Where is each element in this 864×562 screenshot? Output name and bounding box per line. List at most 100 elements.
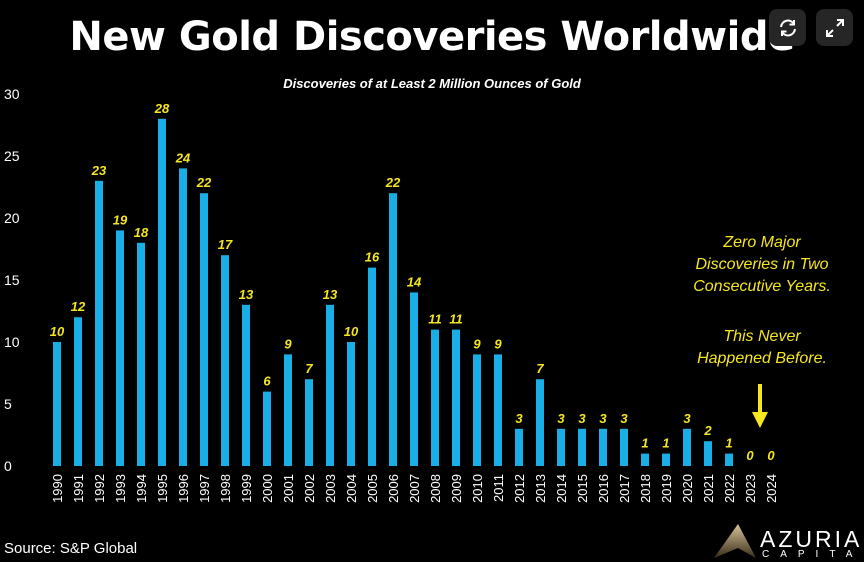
x-tick-label: 1998 xyxy=(218,474,233,503)
bar-2019 xyxy=(662,453,670,466)
data-label: 16 xyxy=(365,250,380,265)
data-label: 13 xyxy=(323,287,338,302)
bar-2010 xyxy=(473,354,481,466)
y-tick-label: 30 xyxy=(4,86,20,102)
data-label: 3 xyxy=(683,411,691,426)
x-tick-label: 2000 xyxy=(260,474,275,503)
data-label: 14 xyxy=(407,274,422,289)
x-tick-label: 2001 xyxy=(281,474,296,503)
x-tick-label: 2019 xyxy=(659,474,674,503)
annotation-line: Zero Major xyxy=(723,234,801,251)
bar-2009 xyxy=(452,329,460,466)
y-tick-label: 15 xyxy=(4,272,20,288)
data-label: 22 xyxy=(196,175,212,190)
bar-2021 xyxy=(704,441,712,466)
bar-2002 xyxy=(305,379,313,466)
x-tick-label: 2015 xyxy=(575,474,590,503)
data-label: 11 xyxy=(449,312,463,327)
x-tick-label: 2009 xyxy=(449,474,464,503)
data-label: 1 xyxy=(641,436,648,451)
bar-2011 xyxy=(494,354,502,466)
bar-2018 xyxy=(641,453,649,466)
y-tick-label: 0 xyxy=(4,458,12,474)
down-arrow-icon xyxy=(752,384,768,428)
data-label: 3 xyxy=(557,411,565,426)
x-tick-label: 2012 xyxy=(512,474,527,503)
data-label: 3 xyxy=(515,411,523,426)
x-tick-label: 2004 xyxy=(344,474,359,503)
bar-2012 xyxy=(515,428,523,466)
x-tick-label: 2007 xyxy=(407,474,422,503)
data-label: 1 xyxy=(662,436,669,451)
data-label: 11 xyxy=(428,312,442,327)
data-label: 10 xyxy=(344,324,359,339)
bar-2015 xyxy=(578,428,586,466)
annotation-line: Happened Before. xyxy=(697,350,827,367)
bar-2003 xyxy=(326,304,334,466)
x-tick-label: 2022 xyxy=(722,474,737,503)
x-tick-label: 1990 xyxy=(50,474,65,503)
data-label: 18 xyxy=(134,225,149,240)
data-label: 3 xyxy=(620,411,628,426)
x-tick-label: 2023 xyxy=(743,474,758,503)
chart-subtitle: Discoveries of at Least 2 Million Ounces… xyxy=(283,76,581,91)
x-tick-label: 2013 xyxy=(533,474,548,503)
source-note: Source: S&P Global xyxy=(4,540,138,557)
data-label: 24 xyxy=(175,150,191,165)
bar-1990 xyxy=(53,342,61,466)
data-label: 7 xyxy=(305,361,313,376)
data-label: 3 xyxy=(578,411,586,426)
x-tick-label: 2018 xyxy=(638,474,653,503)
bar-1997 xyxy=(200,193,208,466)
logo-name: AZURIA xyxy=(760,526,863,552)
bar-2008 xyxy=(431,329,439,466)
x-tick-label: 2002 xyxy=(302,474,317,503)
bar-2000 xyxy=(263,391,271,466)
refresh-button[interactable] xyxy=(769,9,806,46)
annotation-1: Zero Major Discoveries in Two Consecutiv… xyxy=(672,232,852,298)
x-tick-label: 2021 xyxy=(701,474,716,503)
bar-1994 xyxy=(137,242,145,466)
data-label: 2 xyxy=(703,423,712,438)
data-label: 12 xyxy=(71,299,86,314)
data-label: 0 xyxy=(767,448,775,463)
annotation-line: Discoveries in Two xyxy=(695,256,829,273)
data-label: 28 xyxy=(154,101,170,116)
bar-2017 xyxy=(620,428,628,466)
bar-2006 xyxy=(389,193,397,466)
x-tick-label: 2017 xyxy=(617,474,632,503)
bar-2001 xyxy=(284,354,292,466)
annotation-line: Consecutive Years. xyxy=(693,278,831,295)
data-label: 3 xyxy=(599,411,607,426)
bar-2016 xyxy=(599,428,607,466)
data-label: 9 xyxy=(473,336,481,351)
chart-title: New Gold Discoveries Worldwide xyxy=(69,14,795,60)
x-tick-label: 1999 xyxy=(239,474,254,503)
bar-2005 xyxy=(368,267,376,466)
x-tick-label: 1997 xyxy=(197,474,212,503)
y-tick-label: 10 xyxy=(4,334,20,350)
x-tick-label: 2014 xyxy=(554,474,569,503)
x-tick-label: 2006 xyxy=(386,474,401,503)
data-label: 6 xyxy=(263,374,271,389)
bar-2007 xyxy=(410,292,418,466)
x-tick-label: 1993 xyxy=(113,474,128,503)
bar-2004 xyxy=(347,342,355,466)
bar-1991 xyxy=(74,317,82,466)
x-tick-label: 2024 xyxy=(764,474,779,503)
expand-button[interactable] xyxy=(816,9,853,46)
bar-1999 xyxy=(242,304,250,466)
expand-icon xyxy=(825,18,844,37)
data-label: 13 xyxy=(239,287,254,302)
bar-1996 xyxy=(179,168,187,466)
data-label: 19 xyxy=(113,212,128,227)
azuria-logo-icon xyxy=(714,524,756,558)
bar-1998 xyxy=(221,255,229,466)
data-label: 10 xyxy=(50,324,65,339)
annotation-line: This Never xyxy=(723,328,801,345)
x-tick-label: 1996 xyxy=(176,474,191,503)
data-label: 0 xyxy=(746,448,754,463)
bar-2013 xyxy=(536,379,544,466)
